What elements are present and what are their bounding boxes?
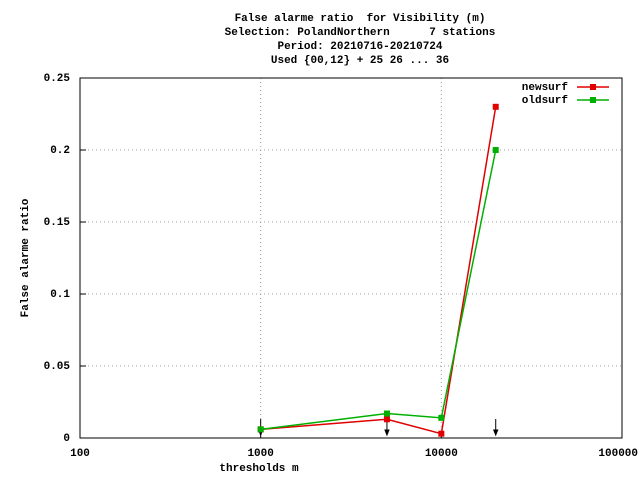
x-axis-label: thresholds m [219, 463, 299, 475]
chart-title: Used {00,12} + 25 26 ... 36 [271, 55, 449, 67]
point [492, 147, 499, 153]
chart-title: Period: 20210716-20210724 [277, 41, 442, 53]
legend-marker [590, 84, 596, 90]
point [438, 430, 445, 437]
y-tick-label: 0.1 [50, 289, 70, 301]
y-tick-label: 0.25 [44, 73, 71, 85]
series-line [260, 106, 497, 435]
arrow [492, 419, 499, 437]
y-tick-label: 0.05 [44, 361, 71, 373]
series-line [260, 149, 497, 431]
x-tick-label: 100000 [598, 448, 638, 460]
chart-title: False alarme ratio for Visibility (m) [235, 13, 486, 25]
point [383, 410, 390, 417]
y-tick-label: 0 [63, 433, 70, 445]
x-tick-label: 10000 [425, 448, 458, 460]
x-tick-label: 1000 [247, 448, 273, 460]
y-axis-label: False alarme ratio [20, 198, 32, 317]
plot-frame [79, 77, 623, 439]
chart-title: Selection: PolandNorthern 7 stations [225, 27, 496, 39]
legend-label: oldsurf [522, 95, 569, 107]
point [257, 426, 264, 433]
point [492, 103, 499, 110]
y-tick-label: 0.15 [44, 217, 71, 229]
point [383, 416, 390, 423]
point [438, 414, 445, 421]
x-tick-label: 100 [70, 448, 90, 460]
legend-marker [590, 97, 596, 103]
y-tick-label: 0.2 [50, 145, 70, 157]
legend-label: newsurf [522, 82, 569, 94]
